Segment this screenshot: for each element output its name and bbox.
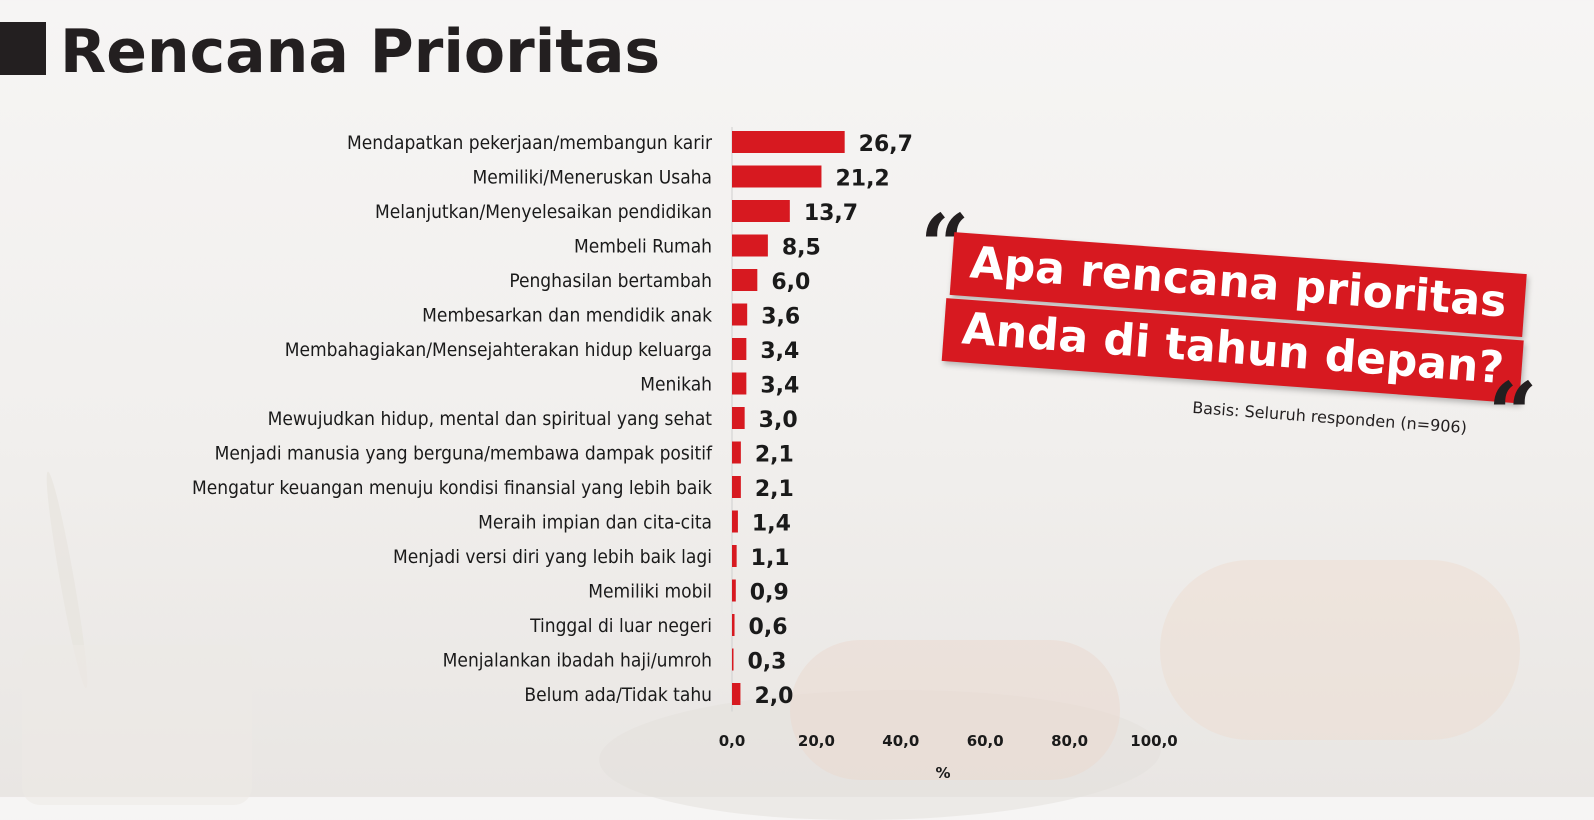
category-label: Menikah (640, 374, 712, 396)
category-label: Melanjutkan/Menyelesaikan pendidikan (375, 201, 712, 223)
bar (732, 165, 822, 188)
background-hand-right (1160, 560, 1520, 740)
page-title: Rencana Prioritas (60, 17, 661, 87)
data-label: 1,1 (751, 546, 790, 571)
x-tick-label: 0,0 (719, 732, 746, 750)
category-label: Menjadi manusia yang berguna/membawa dam… (215, 443, 713, 465)
data-label: 0,6 (749, 615, 788, 640)
category-label: Belum ada/Tidak tahu (524, 684, 712, 706)
bar (732, 579, 736, 602)
bar (732, 372, 747, 395)
bar (732, 441, 741, 464)
bar (732, 407, 745, 429)
x-axis-label: % (935, 764, 950, 782)
bar (732, 234, 768, 257)
bar (732, 683, 741, 705)
basis-note: Basis: Seluruh responden (n=906) (1191, 397, 1468, 438)
bar (732, 510, 738, 533)
data-label: 3,4 (760, 339, 799, 364)
bar (732, 269, 758, 291)
x-tick-label: 20,0 (798, 732, 835, 750)
bar (732, 545, 737, 567)
x-tick-label: 80,0 (1051, 732, 1088, 750)
data-label: 26,7 (859, 132, 913, 157)
data-label: 3,0 (759, 408, 798, 433)
category-label: Membahagiakan/Mensejahterakan hidup kelu… (285, 339, 712, 361)
x-tick-label: 40,0 (882, 732, 919, 750)
title-block-marker (0, 22, 46, 75)
data-label: 0,3 (748, 650, 787, 675)
data-label: 8,5 (782, 236, 821, 261)
bar (732, 131, 845, 153)
data-label: 0,9 (750, 581, 789, 606)
bar (732, 648, 734, 671)
bar (732, 200, 790, 222)
data-label: 13,7 (804, 201, 858, 226)
background-hand-left (790, 640, 1120, 780)
category-label: Memiliki mobil (588, 581, 712, 603)
category-label: Menjalankan ibadah haji/umroh (443, 650, 712, 672)
data-label: 2,1 (755, 477, 794, 502)
bar (732, 476, 741, 498)
category-label: Mengatur keuangan menuju kondisi finansi… (192, 477, 712, 499)
data-label: 1,4 (752, 512, 791, 537)
data-label: 21,2 (835, 167, 889, 192)
data-label: 3,6 (761, 305, 800, 330)
category-label: Memiliki/Meneruskan Usaha (473, 167, 713, 189)
background-cup (22, 645, 252, 805)
data-label: 2,0 (754, 684, 793, 709)
category-label: Meraih impian dan cita-cita (478, 512, 712, 534)
data-label: 2,1 (755, 443, 794, 468)
question-callout: “ Apa rencana prioritas Anda di tahun de… (920, 204, 1540, 470)
category-label: Tinggal di luar negeri (529, 615, 712, 637)
bar-chart: Mendapatkan pekerjaan/membangun karir 26,… (192, 127, 1178, 782)
category-label: Mendapatkan pekerjaan/membangun karir (347, 132, 713, 154)
bar (732, 303, 748, 326)
category-label: Membeli Rumah (574, 236, 712, 258)
bar (732, 614, 735, 636)
x-tick-label: 100,0 (1130, 732, 1177, 750)
bar (732, 338, 747, 360)
x-tick-label: 60,0 (967, 732, 1004, 750)
data-label: 3,4 (760, 374, 799, 399)
category-label: Mewujudkan hidup, mental dan spiritual y… (268, 408, 713, 430)
category-label: Menjadi versi diri yang lebih baik lagi (393, 546, 712, 568)
close-quote-icon: “ (1488, 364, 1538, 465)
category-label: Penghasilan bertambah (509, 270, 712, 292)
data-label: 6,0 (771, 270, 810, 295)
category-label: Membesarkan dan mendidik anak (422, 305, 712, 327)
